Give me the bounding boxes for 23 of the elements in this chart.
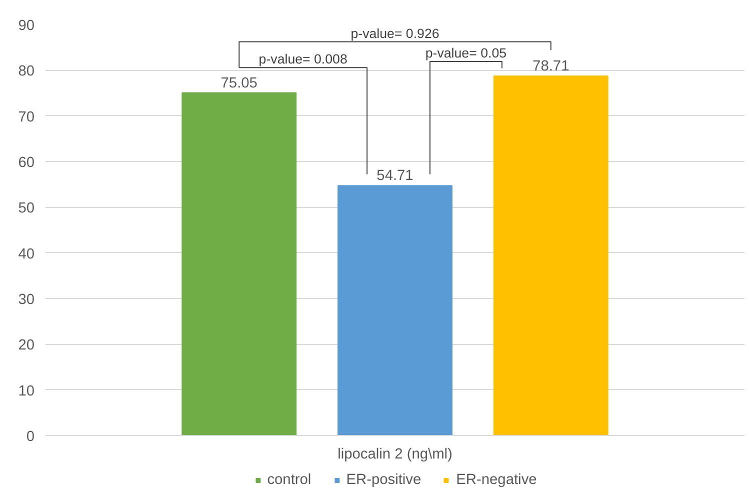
legend-label: control: [267, 472, 312, 488]
annotation: p-value= 0.008: [258, 52, 348, 67]
x-tick-label: lipocalin 2 (ng\ml): [338, 446, 452, 462]
y-tick-label: 90: [18, 18, 35, 34]
y-tick-label: 20: [18, 338, 35, 354]
y-tick-label: 60: [18, 155, 35, 171]
y-tick-label: 50: [18, 200, 35, 217]
data-label: 54.71: [376, 168, 414, 184]
data-label: 75.05: [220, 75, 258, 92]
y-tick-label: 0: [26, 429, 35, 445]
bar: [182, 92, 297, 436]
y-tick-label: 80: [18, 64, 35, 80]
legend-label: ER-positive: [346, 472, 422, 488]
y-tick-label: 30: [18, 292, 35, 308]
y-tick-label: 70: [18, 109, 35, 126]
data-label: 78.71: [532, 58, 570, 75]
y-tick-label: 40: [18, 246, 35, 262]
annotation: p-value= 0.05: [425, 46, 507, 61]
bar: [338, 185, 452, 436]
bar: [493, 76, 608, 436]
y-tick-label: 10: [18, 383, 35, 400]
annotation: p-value= 0.926: [350, 26, 440, 41]
legend-label: ER-negative: [456, 472, 537, 488]
